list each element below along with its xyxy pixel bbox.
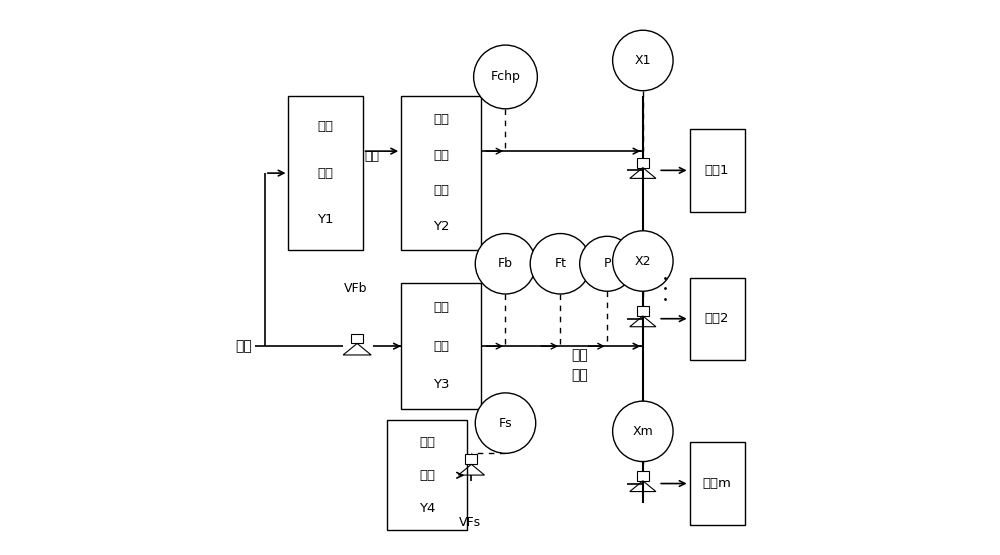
Text: 蒸汽: 蒸汽: [433, 301, 449, 314]
Text: Ft: Ft: [554, 258, 566, 270]
Text: 发电: 发电: [318, 120, 334, 133]
Bar: [637, 471, 649, 481]
Text: VFb: VFb: [344, 282, 367, 295]
Circle shape: [475, 393, 536, 453]
Text: 机组: 机组: [318, 166, 334, 180]
Circle shape: [580, 236, 635, 291]
Text: 锅炉: 锅炉: [433, 340, 449, 352]
Circle shape: [613, 31, 673, 90]
Text: 用户m: 用户m: [703, 477, 731, 490]
Circle shape: [530, 234, 591, 294]
Text: 蓄热: 蓄热: [419, 436, 435, 448]
Bar: [690, 278, 745, 360]
Bar: [288, 96, 363, 250]
Text: Y3: Y3: [433, 378, 449, 391]
Text: VFs: VFs: [459, 516, 481, 528]
Circle shape: [613, 401, 673, 462]
Text: 用户2: 用户2: [705, 312, 729, 325]
Bar: [690, 129, 745, 211]
Text: Xm: Xm: [632, 425, 653, 438]
Text: X2: X2: [635, 255, 651, 268]
Text: 蒸汽
管网: 蒸汽 管网: [571, 349, 588, 382]
Bar: [401, 283, 481, 410]
Text: Fs: Fs: [499, 417, 512, 430]
Text: Y1: Y1: [317, 213, 334, 226]
Text: 燃气: 燃气: [235, 339, 252, 353]
Bar: [401, 96, 481, 250]
Bar: [690, 442, 745, 524]
Text: X1: X1: [635, 54, 651, 67]
Bar: [465, 455, 477, 465]
Bar: [637, 306, 649, 316]
Text: Y2: Y2: [433, 220, 449, 233]
Text: 锅炉: 锅炉: [433, 184, 449, 198]
Text: 装置: 装置: [419, 469, 435, 482]
Text: 烟气: 烟气: [364, 150, 379, 163]
Text: Fchp: Fchp: [491, 70, 520, 83]
Text: Y4: Y4: [419, 502, 435, 515]
Text: P: P: [603, 258, 611, 270]
Text: 用户1: 用户1: [705, 164, 729, 177]
Bar: [387, 420, 467, 530]
Circle shape: [474, 45, 537, 109]
Circle shape: [613, 231, 673, 291]
Bar: [637, 158, 649, 168]
Text: 余热: 余热: [433, 113, 449, 126]
Text: Fb: Fb: [498, 258, 513, 270]
Circle shape: [475, 234, 536, 294]
Text: 蒸汽: 蒸汽: [433, 149, 449, 162]
Bar: [351, 334, 363, 344]
